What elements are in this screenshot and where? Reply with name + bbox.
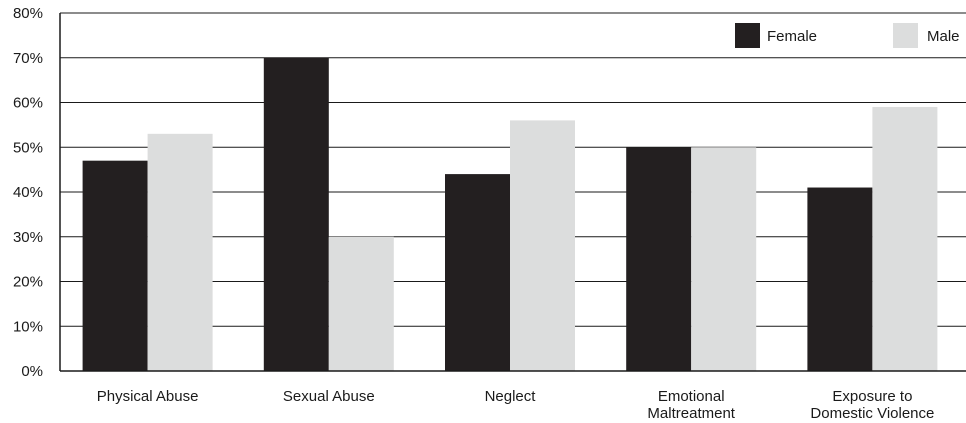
x-category-label: Physical Abuse bbox=[97, 388, 199, 405]
x-category-label: Emotional bbox=[658, 388, 725, 405]
y-axis-ticks: 0% 10% 20% 30% 40% 50% 60% 70% 80% bbox=[13, 5, 43, 380]
bar-female-2 bbox=[445, 174, 510, 371]
y-tick-label: 80% bbox=[13, 5, 43, 22]
bar-male-2 bbox=[510, 120, 575, 372]
bar-female-0 bbox=[82, 160, 148, 371]
bar-female-3 bbox=[626, 147, 692, 371]
bar-male-3 bbox=[691, 147, 757, 371]
y-tick-label: 50% bbox=[13, 139, 43, 156]
y-tick-label: 60% bbox=[13, 95, 43, 112]
x-category-label: Sexual Abuse bbox=[283, 388, 375, 405]
y-tick-label: 30% bbox=[13, 229, 43, 246]
bar-male-1 bbox=[328, 236, 394, 371]
y-tick-label: 0% bbox=[21, 363, 43, 380]
x-category-label: Neglect bbox=[485, 388, 537, 405]
bar-female-4 bbox=[807, 187, 873, 371]
y-tick-label: 20% bbox=[13, 274, 43, 291]
legend-label-female: Female bbox=[767, 28, 817, 45]
bars bbox=[82, 57, 938, 372]
x-axis-labels: Physical Abuse Sexual Abuse Neglect Emotion… bbox=[97, 388, 935, 422]
legend-swatch-female bbox=[735, 23, 760, 48]
x-category-label: Exposure to bbox=[832, 388, 912, 405]
bar-male-0 bbox=[147, 133, 213, 371]
legend-label-male: Male bbox=[927, 28, 960, 45]
bar-female-1 bbox=[263, 57, 329, 371]
legend: Female Male bbox=[735, 23, 960, 48]
axes bbox=[59, 13, 966, 372]
x-category-label: Domestic Violence bbox=[810, 405, 934, 422]
legend-swatch-male bbox=[893, 23, 918, 48]
x-category-label: Maltreatment bbox=[647, 405, 735, 422]
y-tick-label: 10% bbox=[13, 318, 43, 335]
bar-male-4 bbox=[872, 106, 938, 371]
y-tick-label: 70% bbox=[13, 50, 43, 67]
y-tick-label: 40% bbox=[13, 184, 43, 201]
